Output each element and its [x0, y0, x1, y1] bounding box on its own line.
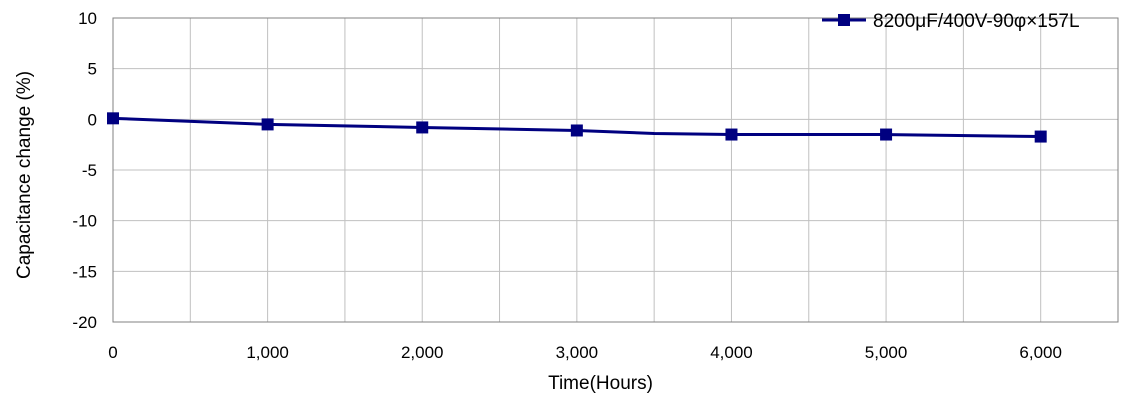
x-tick-label: 0 — [108, 343, 117, 362]
series-line — [112, 116, 1041, 139]
data-point-marker — [570, 124, 583, 137]
data-point-marker — [725, 128, 738, 141]
y-tick-label: -15 — [72, 262, 97, 281]
data-point-marker — [107, 112, 119, 125]
series-layer — [107, 112, 1047, 143]
legend: 8200μF/400V-90φ×157L — [822, 11, 1080, 32]
data-point-marker — [261, 118, 274, 131]
data-point-marker — [416, 121, 429, 134]
x-tick-label: 3,000 — [556, 343, 599, 362]
data-point-marker — [880, 128, 893, 141]
x-tick-label: 4,000 — [710, 343, 753, 362]
y-tick-label: 0 — [88, 110, 97, 129]
x-axis-title: Time(Hours) — [548, 373, 653, 394]
y-tick-label: -20 — [72, 313, 97, 332]
x-axis-ticks: 0 1,000 2,000 3,000 4,000 5,000 6,000 — [108, 343, 1062, 362]
x-tick-label: 6,000 — [1019, 343, 1062, 362]
y-tick-label: -5 — [82, 161, 97, 180]
y-tick-label: 5 — [88, 60, 97, 79]
x-tick-label: 5,000 — [865, 343, 908, 362]
legend-swatch-marker — [838, 14, 850, 26]
plot-area-frame — [112, 17, 1119, 323]
legend-label: 8200μF/400V-90φ×157L — [873, 11, 1080, 32]
y-tick-label: -10 — [72, 212, 97, 231]
data-point-marker — [1034, 130, 1047, 143]
y-axis-title: Capacitance change (%) — [14, 71, 35, 279]
y-axis-ticks: 10 5 0 -5 -10 -15 -20 — [72, 9, 97, 332]
grid — [113, 17, 1118, 323]
x-tick-label: 2,000 — [401, 343, 444, 362]
y-tick-label: 10 — [78, 9, 97, 28]
x-tick-label: 1,000 — [246, 343, 289, 362]
